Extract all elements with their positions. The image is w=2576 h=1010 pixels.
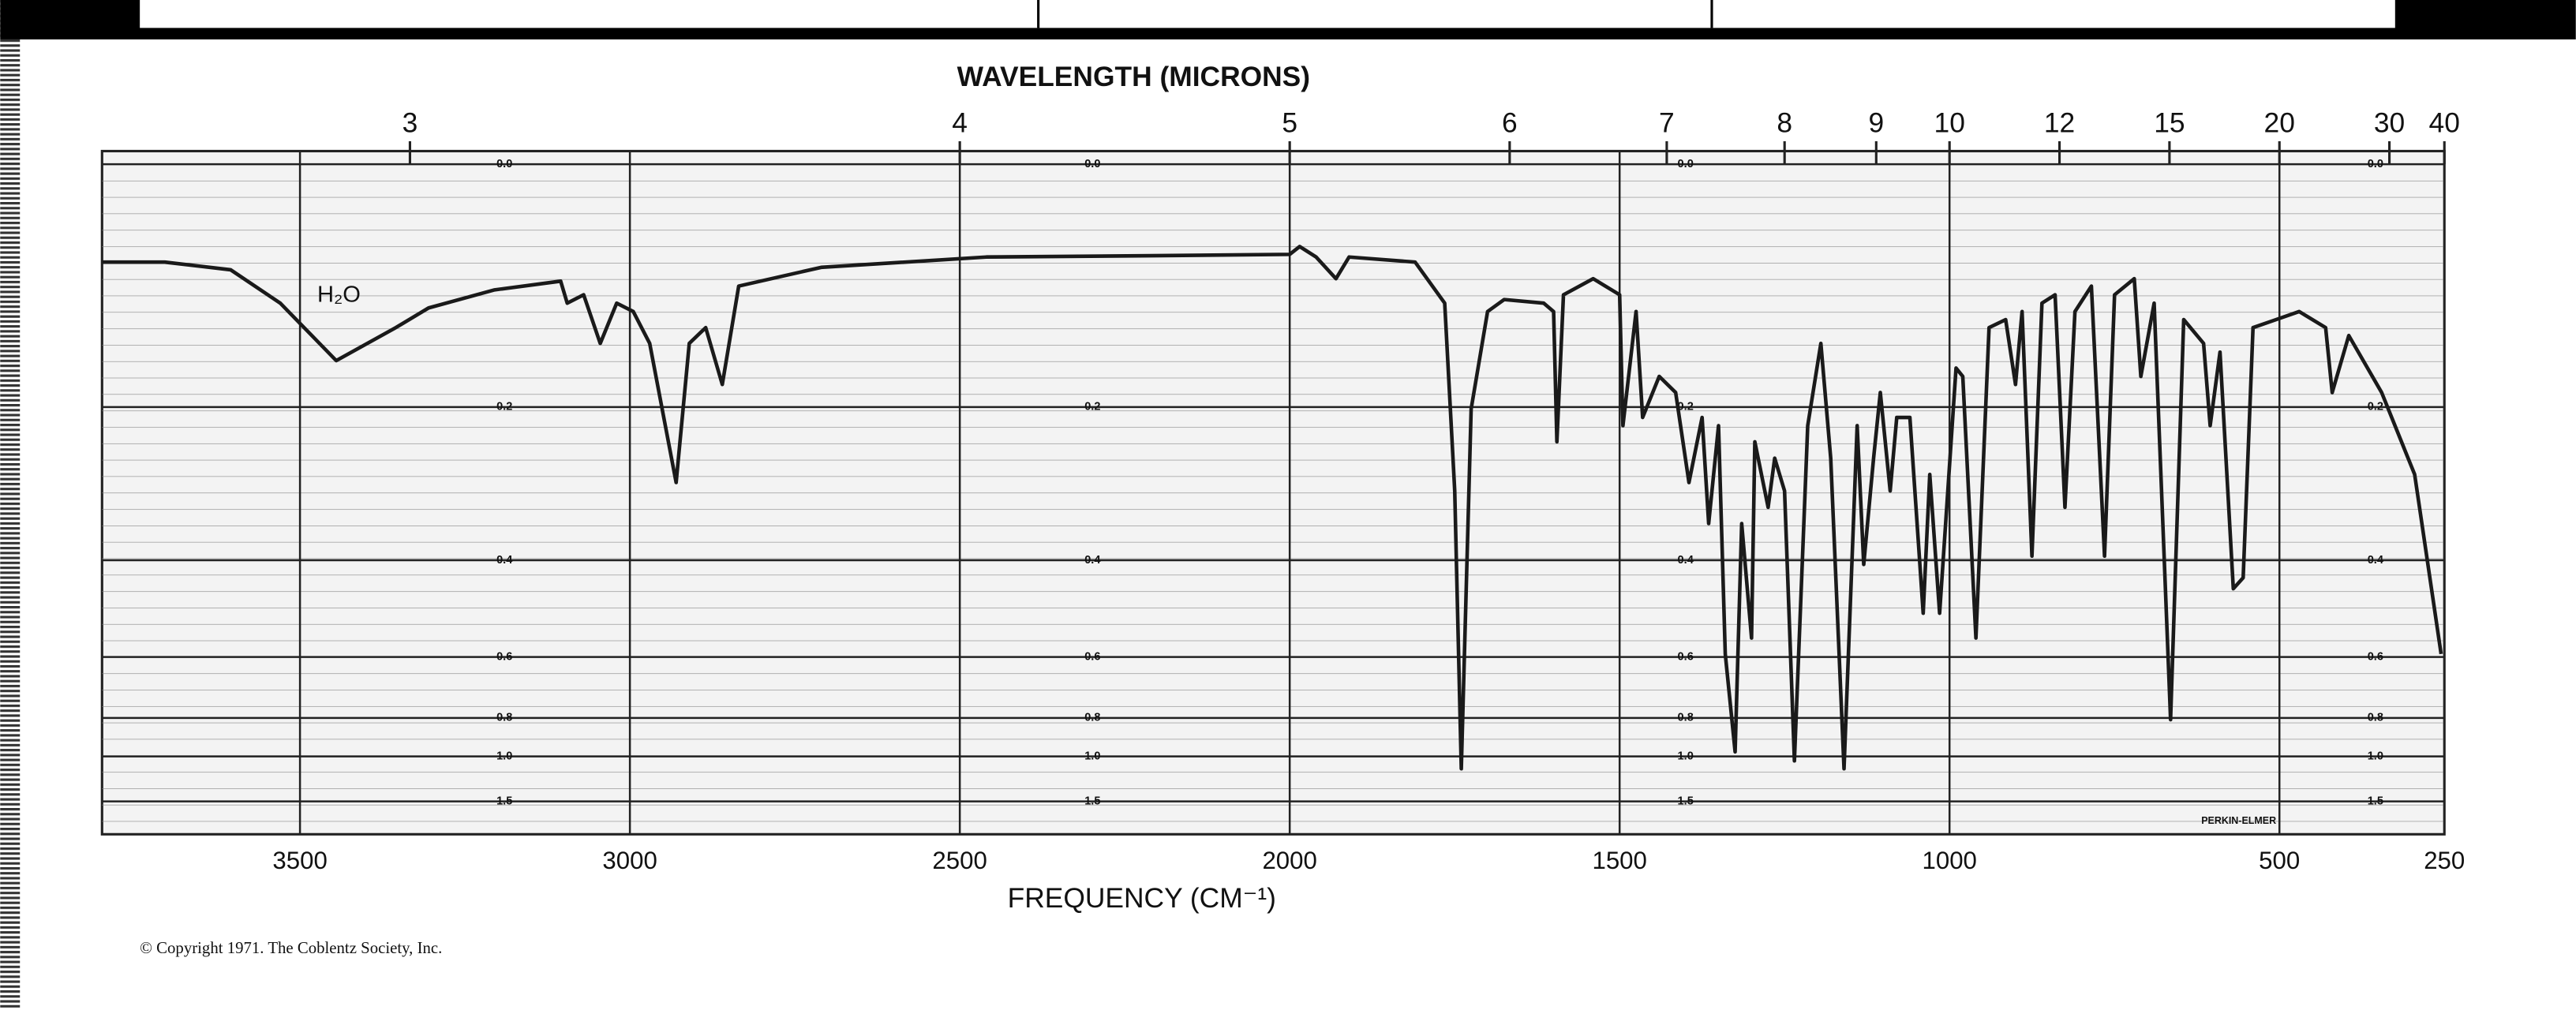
y-tick-label: 1.5: [1678, 795, 1694, 808]
x-tick-label: 2500: [932, 847, 987, 874]
y-tick-label: 0.8: [1678, 712, 1694, 724]
x-axis-label: FREQUENCY (CM⁻¹): [1008, 883, 1276, 914]
y-tick-label: 0.2: [1084, 401, 1100, 413]
y-tick-label: 0.4: [1084, 554, 1101, 567]
fine-grid: [102, 164, 2445, 826]
left-border: [0, 0, 21, 1010]
y-tick-label: 0.4: [496, 554, 513, 567]
x-tick-label: 3000: [602, 847, 657, 874]
x2-tick-label: 9: [1868, 108, 1884, 139]
y-tick-label: 0.0: [496, 158, 512, 170]
y-tick-label: 1.0: [2368, 750, 2383, 762]
x2-tick-label: 7: [1659, 108, 1675, 139]
chart-title: WAVELENGTH (MICRONS): [957, 62, 1310, 92]
y-tick-label: 0.0: [2368, 158, 2383, 170]
x2-tick-label: 12: [2044, 108, 2075, 139]
y-tick-label: 0.2: [496, 401, 512, 413]
header-box: [140, 0, 2395, 28]
x2-tick-label: 10: [1934, 108, 1965, 139]
y-tick-label: 1.5: [1084, 795, 1100, 808]
x-tick-label: 3500: [272, 847, 327, 874]
y-tick-label: 1.0: [496, 750, 512, 762]
y-tick-label: 1.5: [496, 795, 512, 808]
x2-tick-label: 40: [2429, 108, 2460, 139]
y-tick-label: 0.6: [2368, 650, 2383, 663]
y-tick-label: 0.0: [1678, 158, 1694, 170]
y-tick-label: 0.8: [496, 712, 512, 724]
annotation: PERKIN-ELMER: [2201, 815, 2276, 826]
y-tick-label: 1.5: [2368, 795, 2383, 808]
y-tick-label: 0.4: [2368, 554, 2384, 567]
x2-tick-label: 20: [2264, 108, 2295, 139]
x2-tick-label: 5: [1282, 108, 1297, 139]
x2-tick-label: 30: [2374, 108, 2405, 139]
annotation: H₂O: [317, 282, 361, 307]
y-tick-label: 0.8: [1084, 712, 1100, 724]
footer: © Copyright 1971. The Coblentz Society, …: [140, 938, 442, 957]
spectrum-line: [102, 245, 2443, 771]
x-tick-label: 1000: [1922, 847, 1976, 874]
x2-tick-label: 3: [402, 108, 418, 139]
marks: 3500 3000 2500 2000 1500 1000 500 250 3 4 5 6 7 8 9 10 1…: [102, 108, 2465, 874]
x-tick-label: 500: [2259, 847, 2300, 874]
y-tick-label: 0.6: [1678, 650, 1694, 663]
y-tick-label: 0.4: [1678, 554, 1694, 567]
x2-tick-label: 8: [1777, 108, 1792, 139]
x2-tick-label: 6: [1502, 108, 1518, 139]
x-tick-label: 2000: [1262, 847, 1316, 874]
y-tick-label: 0.0: [1084, 158, 1100, 170]
y-tick-label: 0.6: [1084, 650, 1100, 663]
x2-tick-label: 4: [952, 108, 968, 139]
y-tick-label: 0.2: [1678, 401, 1694, 413]
y-tick-label: 0.8: [2368, 712, 2383, 724]
x2-tick-label: 15: [2154, 108, 2185, 139]
y-tick-label: 0.2: [2368, 401, 2383, 413]
x-tick-label: 250: [2424, 847, 2465, 874]
y-tick-label: 1.0: [1678, 750, 1694, 762]
y-tick-label: 1.0: [1084, 750, 1100, 762]
x-tick-label: 1500: [1592, 847, 1646, 874]
y-tick-label: 0.6: [496, 650, 512, 663]
